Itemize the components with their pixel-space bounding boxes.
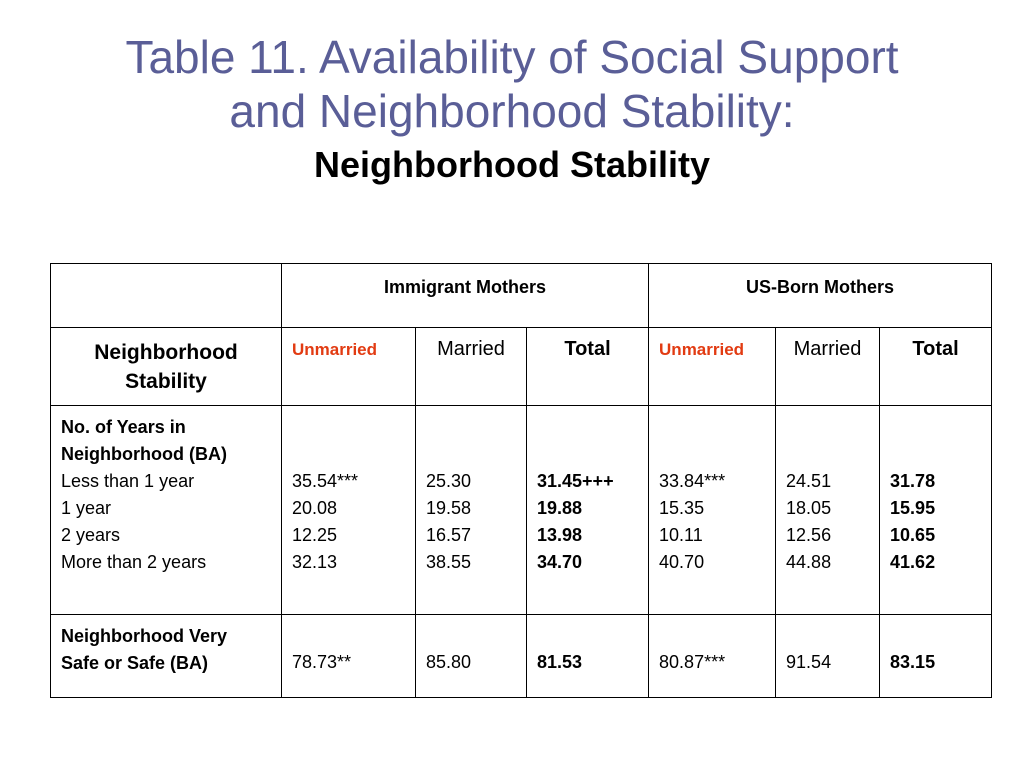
table-cell-value: 25.30 [426, 471, 472, 491]
subheader-cell: Married [775, 327, 881, 406]
subheader-married: Married [793, 338, 862, 360]
table-cell-value: 13.98 [537, 525, 583, 545]
table-cell-value: 80.87*** [659, 652, 726, 672]
years-label-line-2: Neighborhood (BA) [61, 444, 227, 464]
group-header-immigrant: Immigrant Mothers [280, 263, 650, 328]
table-cell-value: 34.70 [537, 552, 583, 572]
years-values-cell: 31.78 15.95 10.65 41.62 [879, 405, 993, 615]
subheader-married: Married [437, 338, 505, 360]
table-cell-value: 78.73** [292, 652, 352, 672]
years-item: 1 year [61, 498, 112, 518]
subheader-cell: Married [415, 327, 527, 406]
safe-label-line-2: Safe or Safe (BA) [61, 653, 209, 673]
safe-value-cell: 81.53 [525, 614, 650, 698]
row-header-label: Neighborhood Stability [94, 341, 238, 393]
table-cell-value: 38.55 [426, 552, 472, 572]
years-values-cell: 33.84*** 15.35 10.11 40.70 [648, 405, 777, 615]
page-subtitle: Neighborhood Stability [314, 144, 710, 185]
years-label-line-1: No. of Years in [61, 417, 186, 437]
page-title-line-1: Table 11. Availability of Social Support [125, 31, 899, 83]
group-header-row: Immigrant Mothers US-Born Mothers [50, 263, 993, 328]
subheader-total: Total [912, 338, 959, 360]
safe-value-cell: 91.54 [775, 614, 881, 698]
table-cell-value: 19.88 [537, 498, 583, 518]
subheader-cell: Unmarried [281, 327, 416, 406]
subheader-row: Neighborhood Stability Unmarried Married… [50, 327, 993, 406]
years-values-cell: 35.54*** 20.08 12.25 32.13 [281, 405, 416, 615]
safe-value-cell: 85.80 [415, 614, 527, 698]
table-cell-value: 16.57 [426, 525, 472, 545]
years-label-cell: No. of Years in Neighborhood (BA) Less t… [50, 405, 282, 615]
data-table: Immigrant Mothers US-Born Mothers Neighb… [50, 263, 993, 698]
table-cell-value: 40.70 [659, 552, 705, 572]
table-cell-value: 20.08 [292, 498, 338, 518]
subheader-unmarried: Unmarried [659, 340, 745, 359]
table-cell-value: 33.84*** [659, 471, 726, 491]
safe-value-cell: 80.87*** [648, 614, 777, 698]
table-cell-value: 44.88 [786, 552, 832, 572]
table-cell-value: 35.54*** [292, 471, 359, 491]
table-cell-value: 19.58 [426, 498, 472, 518]
years-values-cell: 31.45+++ 19.88 13.98 34.70 [525, 405, 650, 615]
table-cell-value: 10.11 [659, 525, 703, 545]
row-header-cell: Neighborhood Stability [50, 327, 282, 406]
table-cell-value: 12.56 [786, 525, 832, 545]
table-cell-value: 31.45+++ [537, 471, 614, 491]
table-cell-value: 31.78 [890, 471, 936, 491]
table-cell-value: 83.15 [890, 652, 936, 672]
subheader-total: Total [564, 338, 611, 360]
table-cell-value: 32.13 [292, 552, 338, 572]
table-cell-value: 41.62 [890, 552, 936, 572]
page-title-line-2: and Neighborhood Stability: [229, 85, 795, 137]
corner-cell [50, 263, 282, 328]
subheader-cell: Total [879, 327, 993, 406]
table-cell-value: 81.53 [537, 652, 583, 672]
years-item: Less than 1 year [61, 471, 195, 491]
group-header-us-born: US-Born Mothers [648, 263, 993, 328]
table-row-safe: Neighborhood Very Safe or Safe (BA) 78.7… [50, 614, 993, 698]
years-item: More than 2 years [61, 552, 207, 572]
safe-label-line-1: Neighborhood Very [61, 626, 228, 646]
years-item: 2 years [61, 525, 121, 545]
table-cell-value: 85.80 [426, 652, 472, 672]
table-cell-value: 15.35 [659, 498, 705, 518]
safe-value-cell: 78.73** [281, 614, 416, 698]
title-block: Table 11. Availability of Social Support… [0, 30, 1024, 188]
safe-value-cell: 83.15 [879, 614, 993, 698]
table-cell-value: 10.65 [890, 525, 936, 545]
subheader-cell: Total [525, 327, 650, 406]
years-values-cell: 24.51 18.05 12.56 44.88 [775, 405, 881, 615]
table-cell-value: 91.54 [786, 652, 832, 672]
years-values-cell: 25.30 19.58 16.57 38.55 [415, 405, 527, 615]
table-cell-value: 18.05 [786, 498, 832, 518]
safe-label-cell: Neighborhood Very Safe or Safe (BA) [50, 614, 282, 698]
subheader-unmarried: Unmarried [292, 340, 378, 359]
table-cell-value: 12.25 [292, 525, 338, 545]
subheader-cell: Unmarried [648, 327, 777, 406]
table-cell-value: 24.51 [786, 471, 832, 491]
table-cell-value: 15.95 [890, 498, 936, 518]
table-row-years: No. of Years in Neighborhood (BA) Less t… [50, 405, 993, 615]
